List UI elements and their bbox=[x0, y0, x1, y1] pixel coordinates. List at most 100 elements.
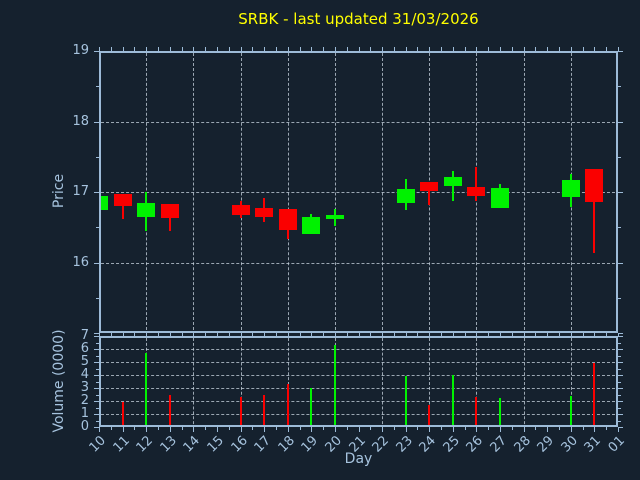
x-tick bbox=[323, 427, 325, 430]
volume-tick bbox=[618, 388, 623, 389]
candle-body-day-23 bbox=[396, 189, 415, 204]
x-tick bbox=[452, 427, 454, 432]
price-plot-area bbox=[101, 53, 616, 331]
price-tick bbox=[618, 192, 623, 193]
x-tick bbox=[488, 427, 490, 430]
x-tick bbox=[429, 427, 431, 432]
volume-tick bbox=[618, 427, 623, 428]
x-tick bbox=[157, 427, 159, 430]
price-gridline bbox=[101, 262, 616, 264]
x-tick bbox=[464, 427, 466, 430]
volume-gridline bbox=[101, 401, 616, 402]
volume-tick bbox=[618, 355, 621, 357]
day-gridline bbox=[429, 338, 431, 425]
x-tick bbox=[500, 427, 502, 432]
x-tick bbox=[417, 427, 419, 430]
candle-body-day-27 bbox=[491, 188, 510, 208]
day-gridline bbox=[523, 338, 525, 425]
x-tick bbox=[594, 427, 596, 432]
x-tick bbox=[547, 427, 549, 432]
x-tick bbox=[299, 427, 301, 430]
x-tick bbox=[110, 427, 112, 430]
x-tick bbox=[146, 427, 148, 432]
x-tick bbox=[275, 427, 277, 430]
price-tick bbox=[618, 51, 623, 52]
volume-bar-day-11 bbox=[121, 402, 124, 425]
x-tick bbox=[228, 427, 230, 430]
volume-gridline bbox=[101, 375, 616, 376]
x-tick bbox=[193, 427, 195, 432]
x-tick bbox=[606, 427, 608, 430]
day-axis-title: Day bbox=[344, 451, 373, 467]
x-tick bbox=[618, 333, 619, 336]
x-tick bbox=[405, 427, 407, 432]
candle-body-day-13 bbox=[160, 203, 179, 219]
x-tick bbox=[618, 427, 619, 432]
candle-body-day-19 bbox=[302, 217, 321, 234]
volume-panel bbox=[99, 336, 618, 427]
x-tick bbox=[216, 427, 218, 432]
volume-bar-day-25 bbox=[451, 375, 454, 425]
x-tick bbox=[264, 427, 266, 432]
volume-bar-day-24 bbox=[428, 404, 431, 425]
x-tick bbox=[134, 427, 136, 430]
volume-gridline bbox=[101, 362, 616, 363]
volume-bar-day-26 bbox=[475, 397, 478, 425]
price-tick bbox=[618, 333, 623, 334]
candle-body-day-20 bbox=[325, 215, 344, 219]
x-tick bbox=[393, 427, 395, 430]
volume-gridline bbox=[101, 388, 616, 389]
day-gridline bbox=[382, 53, 384, 331]
volume-bar-day-20 bbox=[333, 345, 336, 425]
volume-tick bbox=[618, 362, 623, 363]
x-tick bbox=[358, 427, 360, 432]
day-gridline bbox=[193, 53, 195, 331]
volume-tick bbox=[618, 375, 623, 376]
candle-body-day-26 bbox=[467, 187, 486, 196]
volume-bar-day-13 bbox=[168, 394, 171, 425]
price-panel bbox=[99, 51, 618, 333]
volume-tick bbox=[618, 420, 621, 422]
volume-tick bbox=[618, 407, 621, 409]
day-gridline bbox=[382, 338, 384, 425]
x-tick bbox=[511, 427, 513, 430]
volume-bar-day-17 bbox=[263, 394, 266, 425]
volume-tick bbox=[618, 342, 621, 344]
volume-tick bbox=[618, 401, 623, 402]
volume-bar-day-27 bbox=[499, 398, 502, 425]
candle-body-day-10 bbox=[101, 196, 108, 210]
x-tick bbox=[382, 427, 384, 432]
x-tick bbox=[582, 427, 584, 430]
day-gridline bbox=[523, 53, 525, 331]
volume-tick bbox=[618, 368, 621, 370]
candle-wick-day-31 bbox=[593, 169, 596, 253]
price-axis-title: Price bbox=[51, 173, 67, 209]
candle-body-day-12 bbox=[137, 203, 156, 218]
x-tick bbox=[240, 427, 242, 432]
price-tick-label: 18 bbox=[72, 113, 89, 129]
volume-bar-day-12 bbox=[145, 352, 148, 425]
candle-body-day-18 bbox=[278, 208, 297, 231]
x-tick bbox=[523, 427, 525, 432]
price-gridline bbox=[101, 192, 616, 193]
volume-gridline bbox=[101, 349, 616, 350]
day-gridline bbox=[476, 338, 478, 425]
volume-bar-day-18 bbox=[286, 384, 289, 425]
day-gridline bbox=[287, 53, 289, 331]
price-tick bbox=[618, 86, 621, 88]
volume-bar-day-16 bbox=[239, 397, 242, 425]
volume-tick bbox=[618, 381, 621, 383]
x-tick bbox=[535, 427, 537, 430]
candle-wick-day-24 bbox=[428, 182, 431, 206]
price-tick-label: 16 bbox=[72, 254, 89, 270]
candle-body-day-30 bbox=[561, 180, 580, 197]
x-tick bbox=[181, 427, 183, 430]
day-gridline bbox=[334, 53, 336, 331]
x-tick bbox=[618, 47, 619, 51]
x-tick bbox=[476, 427, 478, 432]
x-tick bbox=[99, 427, 100, 432]
volume-tick bbox=[618, 394, 621, 396]
volume-bar-day-30 bbox=[569, 395, 572, 425]
candle-body-day-16 bbox=[231, 205, 250, 216]
